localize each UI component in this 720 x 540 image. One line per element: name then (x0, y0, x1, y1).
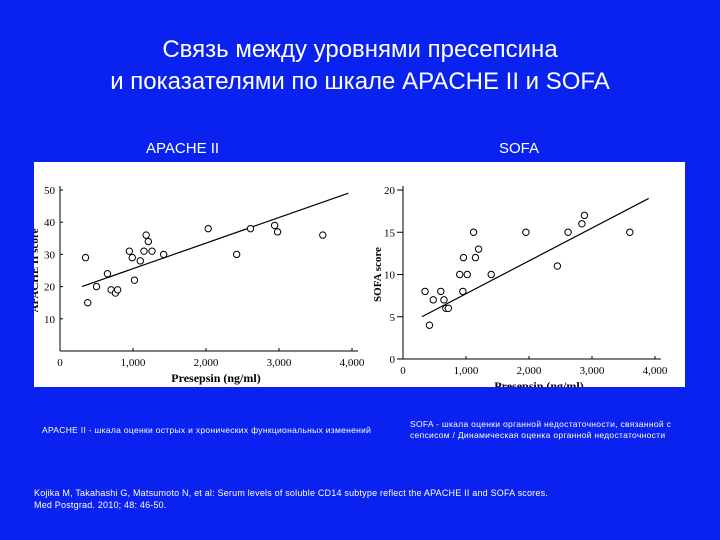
sofa-data-point (440, 296, 448, 304)
sofa-data-point (487, 270, 495, 279)
apache-x-tick-label: 3,000 (267, 357, 292, 369)
sofa-y-tick-label: 10 (384, 270, 396, 282)
sofa-x-tick-label: 2,000 (517, 365, 542, 377)
apache-data-point (136, 257, 145, 265)
sofa-data-point (459, 253, 468, 262)
sofa-note: SOFA - шкала оценки органной недостаточн… (410, 419, 672, 440)
apache-data-point (92, 282, 101, 291)
apache-data-point (81, 253, 90, 262)
sofa-data-point (437, 287, 445, 296)
sofa-data-point (456, 270, 464, 279)
apache-y-axis-label: APACHE II score (34, 228, 41, 312)
apache-y-tick-label: 20 (44, 282, 56, 294)
apache-data-point (270, 221, 279, 230)
sofa-heading: SOFA (499, 140, 540, 157)
apache-note: APACHE II - шкала оценки острых и хронич… (42, 425, 372, 435)
sofa-x-tick-label: 4,000 (643, 365, 668, 377)
sofa-data-point (564, 228, 572, 236)
apache-trendline (81, 192, 349, 288)
sofa-data-point (459, 287, 467, 296)
apache-data-point (319, 231, 327, 239)
apache-data-point (204, 224, 212, 233)
sofa-data-point (474, 245, 483, 253)
apache-y-tick-label: 30 (44, 249, 56, 261)
reference: Kojika M, Takahashi G, Matsumoto N, et a… (34, 487, 694, 511)
sofa-data-point (471, 253, 480, 262)
sofa-data-point (421, 287, 429, 296)
apache-x-tick-label: 4,000 (340, 357, 365, 369)
sofa-data-point (522, 228, 530, 236)
apache-heading: APACHE II (146, 140, 220, 157)
sofa-data-point (626, 228, 634, 236)
reference-line-1: Kojika M, Takahashi G, Matsumoto N, et a… (34, 488, 548, 498)
slide-title: Связь между уровнями пресепсина и показа… (0, 34, 720, 98)
apache-x-tick-label: 2,000 (194, 357, 219, 369)
sofa-data-point (463, 270, 471, 279)
title-line-1: Связь между уровнями пресепсина (162, 36, 558, 63)
sofa-y-axis-label: SOFA score (372, 247, 384, 302)
reference-line-2: Med Postgrad. 2010; 48: 46-50. (34, 500, 167, 510)
apache-data-point (128, 253, 136, 262)
sofa-data-point (578, 220, 586, 228)
title-line-2: и показателями по шкале APACHE II и SOFA (110, 68, 610, 95)
apache-data-point (113, 286, 122, 294)
sofa-data-point (469, 228, 478, 236)
charts-panel: 10 20 30 40 50 0 1,000 2,000 3,000 4,000 Presepsin… (34, 162, 685, 387)
sofa-data-point (553, 262, 562, 270)
apache-data-point (273, 228, 282, 236)
apache-x-axis-label: Presepsin (ng/ml) (171, 371, 260, 385)
apache-data-point (103, 270, 112, 278)
apache-data-point (140, 247, 148, 255)
apache-y-tick-label: 40 (44, 217, 56, 229)
apache-x-tick-label: 1,000 (121, 357, 146, 369)
sofa-y-tick-label: 5 (390, 312, 396, 324)
sofa-x-tick-label: 3,000 (580, 365, 605, 377)
apache-data-point (148, 247, 156, 255)
apache-data-point (125, 247, 134, 255)
sofa-x-tick-label: 1,000 (454, 365, 479, 377)
sofa-y-tick-label: 15 (384, 227, 396, 239)
sofa-data-point (580, 211, 589, 220)
apache-data-point (232, 250, 241, 259)
apache-y-tick-label: 50 (44, 185, 56, 197)
apache-data-point (159, 250, 168, 259)
sofa-y-tick-label: 20 (384, 185, 396, 197)
sofa-x-tick-label: 0 (400, 365, 406, 377)
apache-data-point (130, 276, 139, 284)
sofa-trendline (421, 197, 649, 318)
apache-data-point (142, 231, 150, 239)
sofa-data-point (429, 296, 437, 304)
sofa-y-tick-label: 0 (390, 354, 396, 366)
apache-data-point (84, 299, 92, 307)
apache-x-tick-label: 0 (57, 357, 63, 369)
apache-y-tick-label: 10 (44, 314, 56, 326)
apache-data-point (246, 224, 255, 233)
sofa-data-point (425, 321, 434, 329)
sofa-data-point (444, 304, 453, 313)
apache-data-point (144, 237, 153, 246)
sofa-x-axis-label: Presepsin (ng/ml) (494, 379, 583, 387)
